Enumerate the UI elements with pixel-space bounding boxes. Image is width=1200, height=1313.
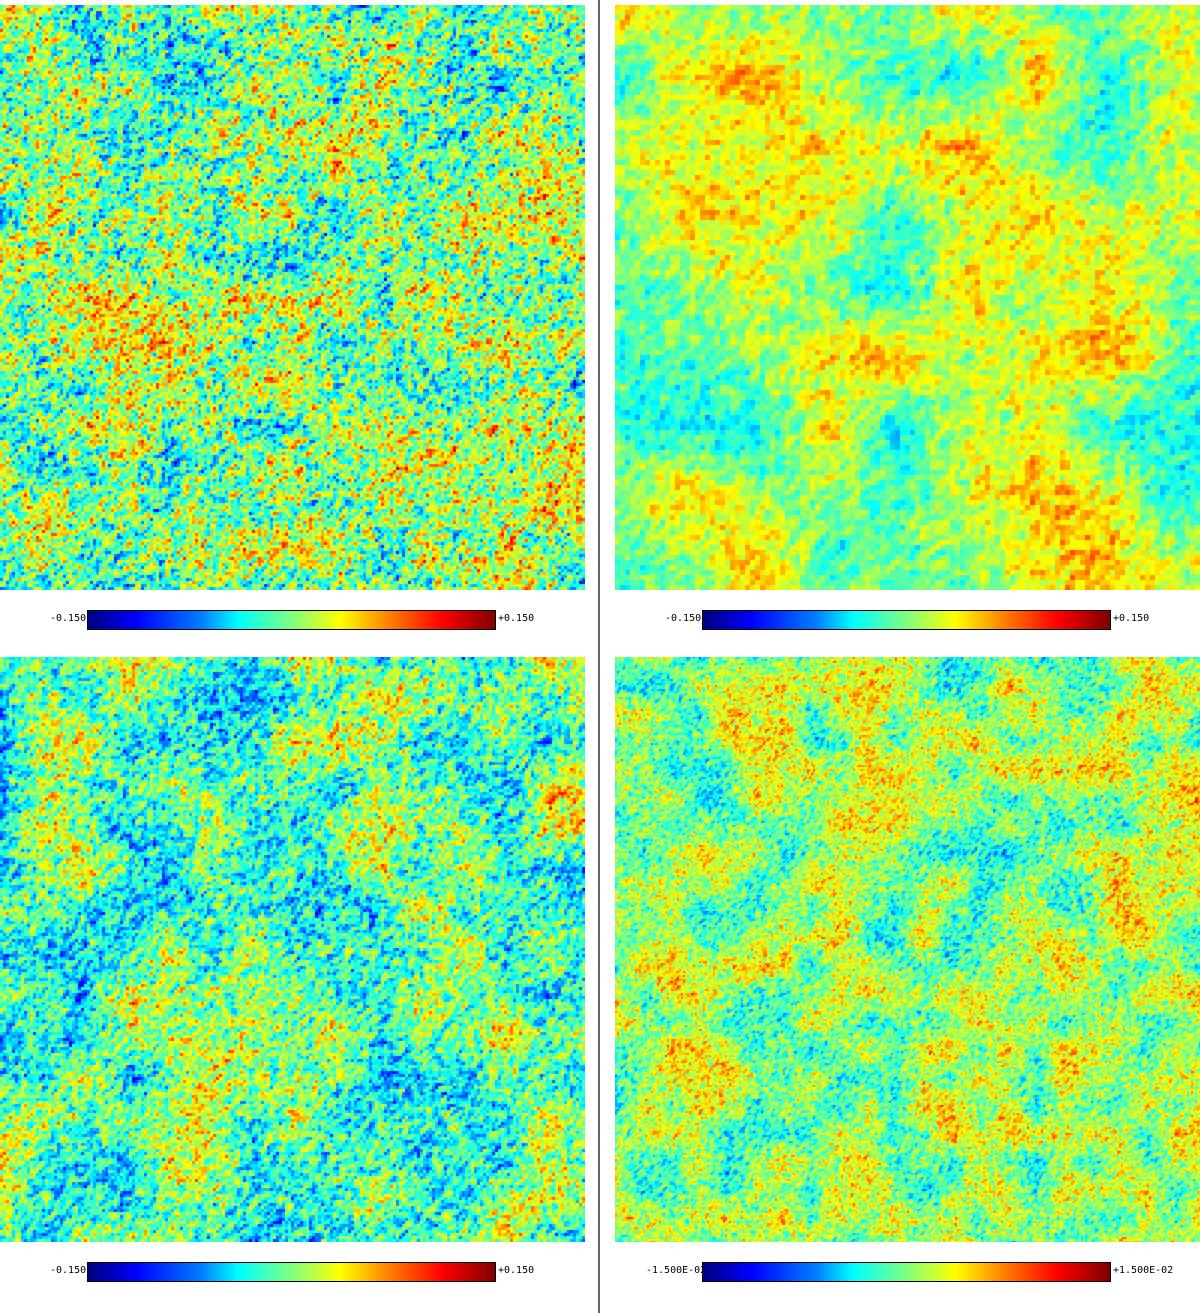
colorbar-top-left: -0.150 +0.150: [0, 610, 585, 630]
colorbar-max-label: +0.150: [498, 613, 535, 624]
field-map-canvas: [615, 657, 1200, 1242]
colorbar-max-label: +0.150: [1113, 613, 1150, 624]
colorbar-max-label: +0.150: [498, 1265, 535, 1276]
field-map-canvas: [0, 657, 585, 1242]
colorbar-gradient: [702, 610, 1111, 630]
colorbar-min-label: -1.500E-02: [646, 1265, 707, 1276]
field-map-canvas: [615, 5, 1200, 590]
colorbar-min-label: -0.150: [665, 613, 702, 624]
colorbar-bottom-right: -1.500E-02 +1.500E-02: [615, 1262, 1200, 1282]
colorbar-min-label: -0.150: [50, 1265, 87, 1276]
field-map-top-right: [615, 5, 1200, 590]
colorbar-max-label: +1.500E-02: [1113, 1265, 1174, 1276]
colorbar-top-right: -0.150 +0.150: [615, 610, 1200, 630]
colorbar-gradient: [702, 1262, 1111, 1282]
colorbar-min-label: -0.150: [50, 613, 87, 624]
colorbar-bottom-left: -0.150 +0.150: [0, 1262, 585, 1282]
colorbar-gradient: [87, 1262, 496, 1282]
field-map-bottom-left: [0, 657, 585, 1242]
field-map-top-left: [0, 5, 585, 590]
field-map-canvas: [0, 5, 585, 590]
vertical-divider: [598, 0, 600, 1313]
field-map-bottom-right: [615, 657, 1200, 1242]
colorbar-gradient: [87, 610, 496, 630]
